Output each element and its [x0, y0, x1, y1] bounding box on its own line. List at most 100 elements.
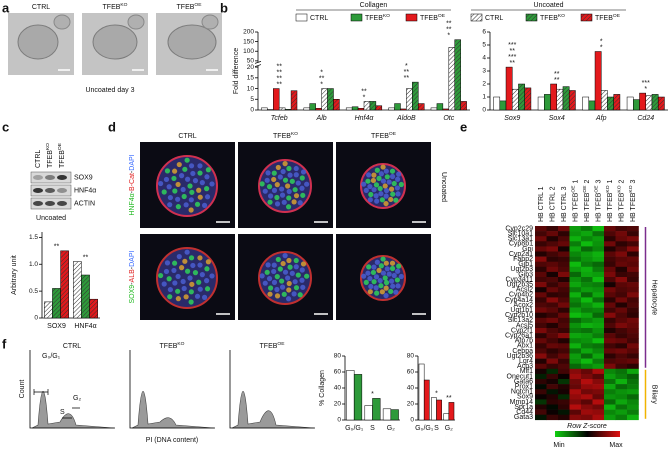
nucleus — [274, 201, 281, 207]
bar — [651, 94, 659, 111]
bar — [436, 103, 444, 111]
stain-name: HNF4α — [129, 193, 136, 215]
heat-cell — [546, 246, 559, 252]
legend-label-part: TFEB — [540, 15, 558, 22]
heat-cell — [581, 241, 593, 247]
legend-label: TFEBOE — [595, 13, 621, 22]
nucleus — [199, 180, 205, 186]
nucleus — [394, 277, 400, 283]
significance: * — [644, 86, 647, 93]
heat-cell — [569, 317, 582, 324]
nucleus — [204, 194, 211, 200]
bar — [303, 107, 310, 111]
heat-cell — [581, 246, 593, 252]
nucleus — [371, 264, 377, 270]
histogram-title-part: TFEB — [160, 343, 178, 350]
row-label: Cyp2c29 — [505, 225, 533, 232]
heat-cell — [627, 343, 639, 349]
heat-cell — [569, 358, 582, 364]
nucleus — [300, 261, 307, 267]
heat-cell — [592, 307, 605, 313]
heat-cell — [535, 322, 547, 329]
significance: ** — [404, 69, 410, 76]
heat-cell — [581, 251, 593, 257]
nucleus — [183, 294, 189, 300]
column-label: HB CTRL 3 — [561, 186, 568, 222]
heat-cell — [592, 379, 605, 385]
heat-cell — [627, 261, 639, 268]
nucleus — [286, 195, 292, 201]
heat-cell — [627, 241, 639, 247]
nucleus — [179, 265, 185, 271]
heat-cell — [615, 302, 628, 308]
legend-swatch — [580, 13, 593, 22]
heat-cell — [615, 358, 628, 364]
bar — [73, 261, 82, 319]
bar — [443, 413, 450, 421]
legend-label-part: CTRL — [310, 15, 328, 22]
heat-cell — [546, 251, 559, 257]
column-label-part: HB TFEB — [595, 192, 602, 222]
column-label-part: KO — [628, 185, 634, 192]
nucleus — [396, 263, 402, 269]
nucleus — [192, 178, 199, 184]
nucleus — [370, 177, 377, 184]
lane-label-part: OE — [57, 142, 63, 150]
row-label: Ugt1b1 — [510, 307, 533, 314]
nucleus — [274, 293, 281, 299]
bar — [418, 363, 425, 421]
heat-cell — [627, 348, 639, 354]
nucleus — [197, 170, 203, 176]
row-label: Cyp8b1 — [509, 241, 533, 248]
nucleus — [164, 168, 171, 174]
x-tick-label: Afp — [595, 115, 607, 122]
heat-cell — [558, 414, 570, 421]
row-label: Onecut1 — [507, 373, 534, 380]
y-tick-label: 150 — [243, 38, 254, 45]
histogram-title: TFEBOE — [260, 341, 286, 350]
heat-cell — [535, 399, 547, 405]
nucleus — [282, 177, 289, 183]
heat-cell — [558, 271, 570, 278]
bar — [309, 103, 316, 111]
significance: ** — [446, 21, 452, 28]
nucleus — [182, 166, 188, 172]
blot-band — [57, 188, 67, 193]
blot-band — [45, 188, 55, 193]
heat-cell — [604, 277, 616, 283]
stain-label: HNF4α-B-Cat-DAPI — [129, 154, 136, 215]
heat-cell — [546, 256, 559, 262]
row-label: Lgr4 — [519, 358, 533, 365]
colorbar-label: Min — [553, 442, 564, 449]
y-tick-label: 5 — [250, 96, 254, 103]
nucleus — [376, 175, 382, 181]
heat-cell — [581, 317, 593, 324]
blot-band — [45, 201, 55, 206]
nucleus — [371, 172, 377, 178]
row-label: Cyp2b10 — [505, 312, 533, 319]
nucleus — [380, 164, 386, 170]
heat-cell — [546, 409, 559, 415]
heat-cell — [569, 241, 582, 247]
heat-cell — [535, 343, 547, 349]
heat-cell — [592, 414, 605, 421]
nucleus — [179, 173, 185, 179]
heat-cell — [558, 307, 570, 313]
legend-label: TFEBOE — [420, 13, 446, 22]
nucleus — [379, 289, 385, 295]
heat-cell — [546, 271, 559, 278]
nucleus — [383, 168, 389, 174]
heat-cell — [592, 256, 605, 262]
colorbar-title: Row Z-score — [567, 423, 607, 430]
significance: ** — [446, 27, 452, 34]
heat-cell — [627, 358, 639, 364]
x-tick-label: G₂ — [387, 425, 395, 432]
bar — [273, 88, 280, 111]
nucleus — [274, 274, 280, 280]
heat-cell — [546, 302, 559, 308]
heat-cell — [558, 297, 570, 303]
colorbar — [555, 431, 620, 437]
heat-cell — [627, 312, 639, 319]
significance: *** — [642, 80, 650, 87]
heat-cell — [558, 348, 570, 354]
